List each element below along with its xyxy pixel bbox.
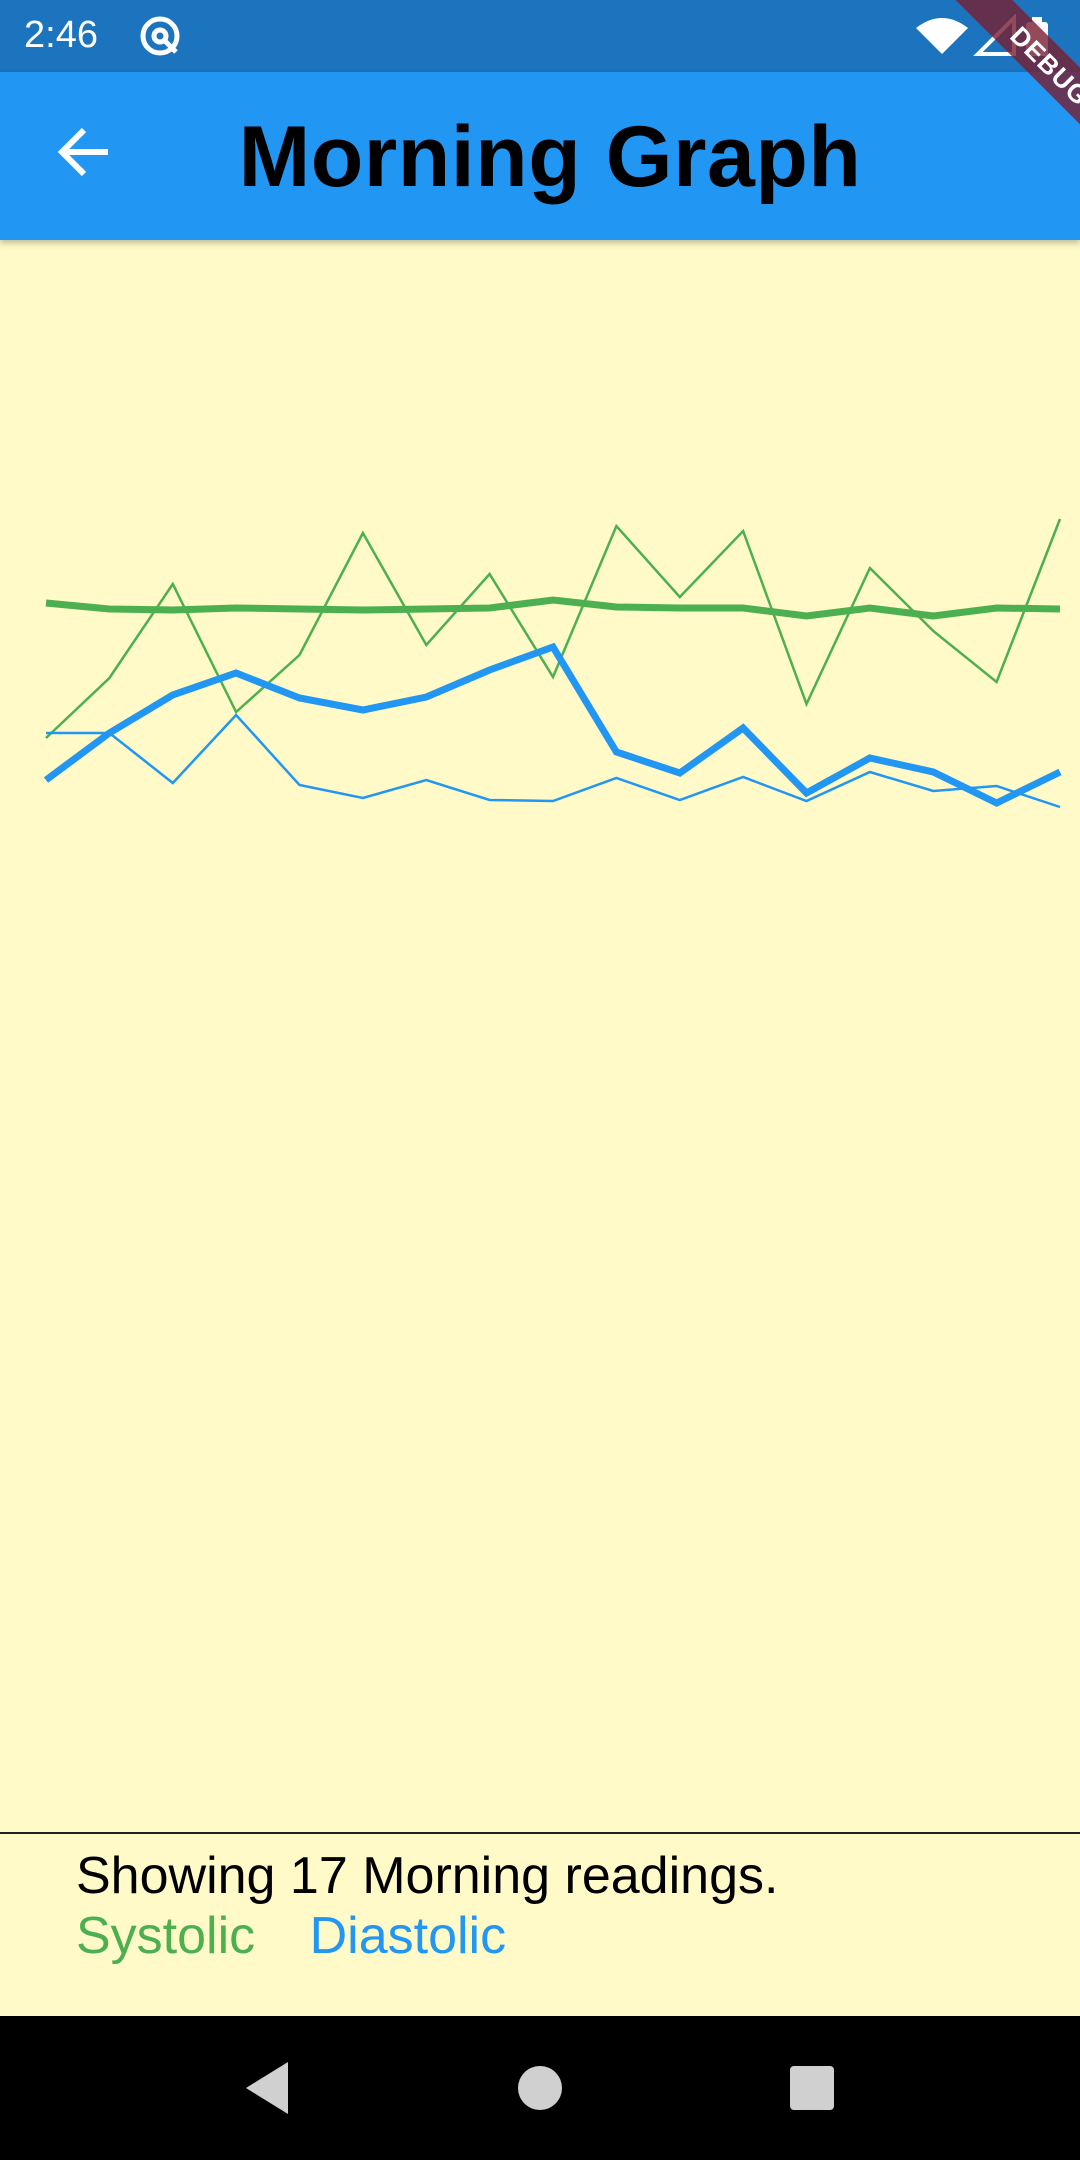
wifi-icon [916, 18, 968, 54]
nav-back-button[interactable] [236, 2056, 300, 2120]
arrow-back-icon [57, 127, 108, 177]
nav-recents-button[interactable] [780, 2056, 844, 2120]
circle-home-icon [518, 2066, 562, 2110]
notification-icon [138, 14, 182, 63]
back-button[interactable] [44, 112, 124, 192]
status-bar: 2:46 [0, 0, 1080, 72]
divider [0, 1832, 1080, 1834]
legend-diastolic: Diastolic [309, 1907, 507, 1965]
status-icons [914, 13, 1054, 63]
app-bar: Morning Graph [0, 72, 1080, 240]
series-line-systolic-0 [45, 518, 1062, 739]
series-line-systolic-1 [45, 596, 1061, 620]
chart-legend: Systolic Diastolic [76, 1906, 506, 1966]
readings-summary: Showing 17 Morning readings. [76, 1847, 779, 1905]
status-time: 2:46 [24, 14, 98, 56]
bp-line-chart [0, 240, 1080, 1830]
signal-icon [973, 13, 1016, 56]
square-recents-icon [790, 2066, 834, 2110]
navigation-bar [0, 2016, 1080, 2160]
series-line-diastolic-2 [46, 713, 1061, 809]
series-line-diastolic-3 [43, 642, 1062, 807]
legend-systolic: Systolic [76, 1907, 256, 1965]
triangle-back-icon [246, 2062, 288, 2114]
nav-home-button[interactable] [508, 2056, 572, 2120]
page-title: Morning Graph [238, 109, 862, 205]
battery-icon [1026, 17, 1048, 56]
